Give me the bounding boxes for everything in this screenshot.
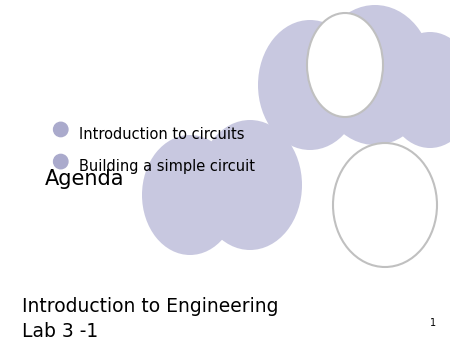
Text: Introduction to Engineering
Lab 3 -1
Basic Electronics with Circuit Prototyping: Introduction to Engineering Lab 3 -1 Bas… — [22, 297, 406, 338]
Circle shape — [54, 122, 68, 137]
Text: Introduction to circuits: Introduction to circuits — [79, 127, 244, 142]
Ellipse shape — [333, 143, 437, 267]
Text: Building a simple circuit: Building a simple circuit — [79, 159, 255, 174]
Ellipse shape — [317, 5, 433, 145]
Ellipse shape — [385, 32, 450, 148]
Ellipse shape — [258, 20, 362, 150]
Ellipse shape — [307, 13, 383, 117]
Text: Agenda: Agenda — [45, 169, 125, 189]
Text: 1: 1 — [430, 318, 436, 328]
Circle shape — [54, 154, 68, 169]
Ellipse shape — [198, 120, 302, 250]
Ellipse shape — [142, 135, 238, 255]
